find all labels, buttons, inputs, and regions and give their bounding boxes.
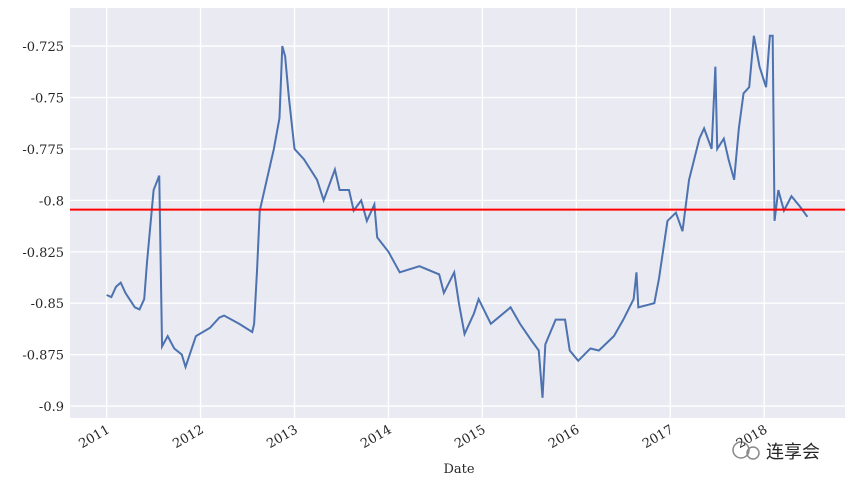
y-tick-label: -0.725: [22, 40, 64, 55]
watermark-icon: [732, 441, 760, 460]
y-tick-label: -0.85: [31, 297, 64, 312]
x-tick-label: 2012: [170, 422, 206, 452]
line: [106, 34, 809, 398]
y-tick-label: -0.775: [22, 143, 64, 158]
y-tick-label: -0.9: [39, 400, 64, 415]
y-tick-label: -0.8: [39, 194, 64, 209]
plot-area: [70, 8, 845, 418]
x-tick-label: 2016: [546, 422, 582, 452]
watermark: 连享会: [766, 442, 820, 463]
x-tick-label: 2015: [452, 422, 488, 452]
x-tick-label: 2014: [358, 422, 394, 452]
y-tick-label: -0.75: [31, 91, 64, 106]
x-tick-label: 2017: [640, 422, 676, 452]
x-axis-label: Date: [443, 462, 474, 477]
y-tick-label: -0.875: [22, 349, 64, 364]
x-tick-label: 2011: [76, 422, 112, 452]
y-tick-label: -0.825: [22, 246, 64, 261]
x-tick-label: 2013: [264, 422, 300, 452]
